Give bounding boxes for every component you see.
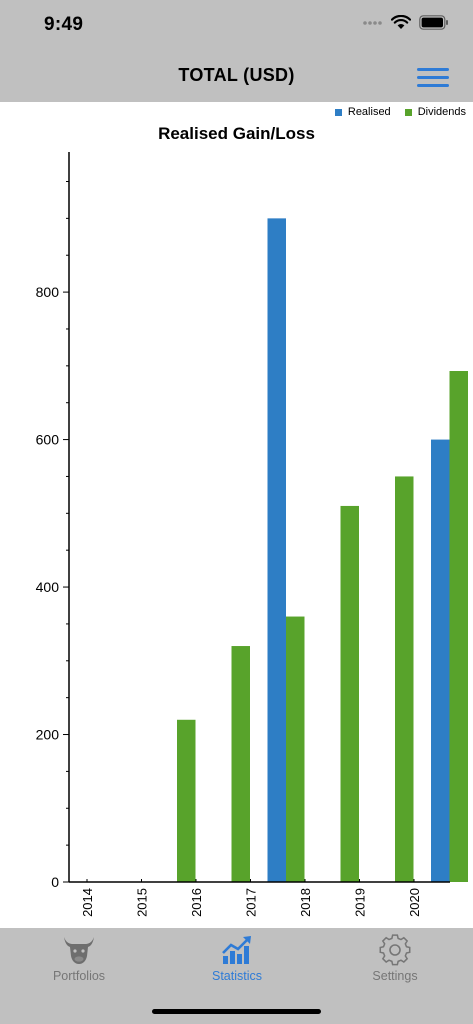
legend-swatch-realised <box>334 108 342 116</box>
tab-settings[interactable]: Settings <box>316 928 473 990</box>
y-tick-label: 0 <box>51 874 59 890</box>
signal-icon <box>363 20 382 25</box>
x-tick-label: 2016 <box>189 888 204 917</box>
menu-button[interactable] <box>417 66 451 88</box>
bar-chart: 0 200 400 600 800 2014 2015 2016 2017 2018 2019 202… <box>36 152 468 917</box>
menu-line <box>417 84 449 87</box>
page-title: TOTAL (USD) <box>178 65 295 85</box>
nav-bar: TOTAL (USD) <box>0 52 473 102</box>
x-tick-label: 2018 <box>298 888 313 917</box>
x-tick-label: 2015 <box>135 888 150 917</box>
bar-dividends-2018 <box>340 505 359 882</box>
tab-label-settings: Settings <box>372 969 418 983</box>
legend-label-dividends: Dividends <box>417 106 466 118</box>
y-tick-label: 200 <box>36 727 60 743</box>
menu-line <box>417 68 449 71</box>
status-time: 9:49 <box>44 14 84 35</box>
x-tick-label: 2014 <box>80 888 95 917</box>
battery-icon <box>419 15 448 30</box>
status-icons <box>363 15 449 30</box>
status-bar: 9:49 <box>0 0 473 52</box>
y-tick-label: 800 <box>36 284 60 300</box>
home-indicator <box>152 1009 321 1014</box>
bull-icon <box>64 937 94 964</box>
x-tick-label: 2020 <box>407 888 422 917</box>
x-tick-label: 2019 <box>353 888 368 917</box>
bar-dividends-2015 <box>177 719 196 882</box>
gear-icon <box>379 934 411 966</box>
bar-dividends-2019 <box>395 476 414 882</box>
y-tick-label: 600 <box>36 432 60 448</box>
chart-icon <box>222 936 251 964</box>
tab-label-portfolios: Portfolios <box>52 969 106 983</box>
legend-swatch-dividends <box>404 108 412 116</box>
legend-item-dividends: Dividends <box>404 106 466 118</box>
menu-line <box>417 76 449 79</box>
chart-legend: Realised Dividends <box>334 106 466 118</box>
legend-item-realised: Realised <box>334 106 391 118</box>
tab-statistics[interactable]: Statistics <box>158 928 316 990</box>
bar-realised-2020 <box>431 439 450 882</box>
chart-area: 0 200 400 600 800 2014 2015 2016 2017 2018 2019 202… <box>0 102 473 928</box>
tab-label-statistics: Statistics <box>211 969 262 983</box>
bar-dividends-2016 <box>231 646 250 882</box>
legend-label-realised: Realised <box>347 106 391 118</box>
x-tick-label: 2017 <box>244 888 259 917</box>
tab-bar: Portfolios Statistics Settings <box>0 928 473 1024</box>
bar-dividends-2017 <box>286 616 305 882</box>
y-tick-label: 400 <box>36 579 60 595</box>
chart-title: Realised Gain/Loss <box>158 124 315 143</box>
wifi-icon <box>391 15 411 29</box>
tab-portfolios[interactable]: Portfolios <box>0 928 158 990</box>
bar-dividends-2020 <box>449 371 468 882</box>
bar-realised-2017 <box>267 218 286 882</box>
